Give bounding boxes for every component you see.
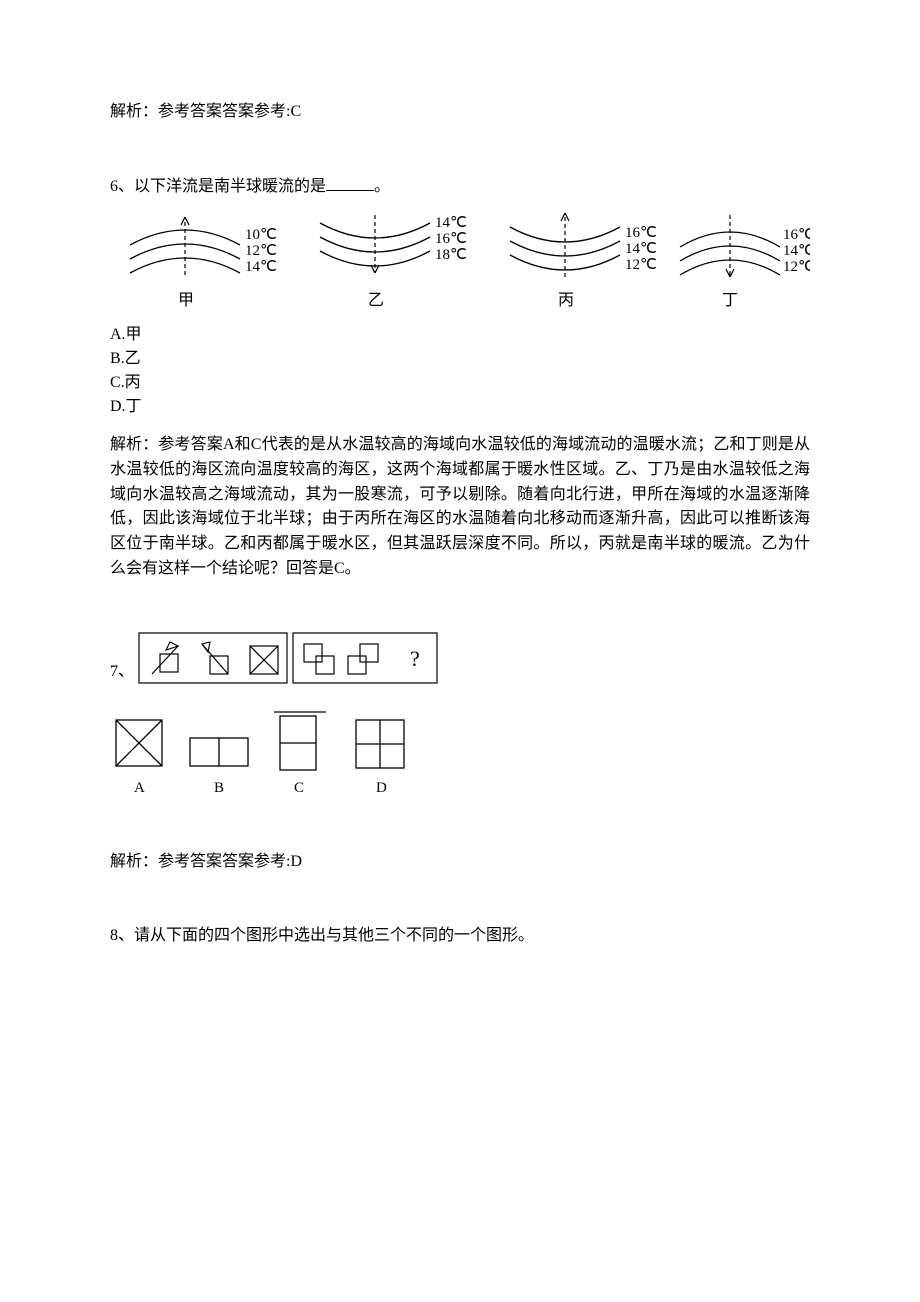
q6-opt-c: C.丙 [110,371,810,395]
q7-opt-b-fig: B [190,738,248,796]
q7-answer: 解析：参考答案答案参考:D [110,850,810,874]
q7-opt-c-fig: C [274,712,326,796]
q6-explain: 解析：参考答案A和C代表的是从水温较高的海域向水温较低的海域流动的温暖水流；乙和… [110,433,810,582]
q6-bing-t2: 14℃ [625,241,657,257]
q5-answer-text: 解析：参考答案答案参考:C [110,103,301,120]
q6-yi-t1: 14℃ [435,215,467,231]
q6-yi-label: 乙 [368,292,384,309]
q7-block: 7、 [110,632,810,874]
q7-opt-a-label: A [134,780,145,796]
q6-bing-t1: 16℃ [625,225,657,241]
q5-answer: 解析：参考答案答案参考:C [110,100,810,124]
q7-opt-d-label: D [376,780,387,796]
q6-yi: 14℃ 16℃ 18℃ 乙 [320,215,467,309]
q6-yi-t2: 16℃ [435,231,467,247]
q6-ding-label: 丁 [722,292,738,309]
q7-opt-c-label: C [294,780,304,796]
q6-bing-t3: 12℃ [625,257,657,273]
q6-jia-label: 甲 [178,292,194,309]
q6-stem: 6、以下洋流是南半球暖流的是 。 [110,174,810,199]
q7-opt-b-label: B [214,780,224,796]
q6-jia: 10℃ 12℃ 14℃ 甲 [130,217,277,309]
q6-jia-t2: 12℃ [245,243,277,259]
q6-yi-t3: 18℃ [435,247,467,263]
q6-ding-t1: 16℃ [783,227,810,243]
q7-qmark: ? [410,646,420,671]
q6-figure: 10℃ 12℃ 14℃ 甲 14℃ 16℃ 18℃ 乙 [110,207,810,317]
q6-options: A.甲 B.乙 C.丙 D.丁 [110,323,810,419]
q6-stem-suffix: 。 [374,178,390,195]
q6-jia-t3: 14℃ [245,259,277,275]
q6-blank [326,174,374,191]
q6-ding: 16℃ 14℃ 12℃ 丁 [680,215,810,309]
q8-block: 8、请从下面的四个图形中选出与其他三个不同的一个图形。 [110,924,810,948]
q6-ding-t3: 12℃ [783,259,810,275]
q6-opt-a: A.甲 [110,323,810,347]
q6-block: 6、以下洋流是南半球暖流的是 。 10℃ 12℃ 14℃ 甲 [110,174,810,582]
q6-ding-t2: 14℃ [783,243,810,259]
q8-stem: 8、请从下面的四个图形中选出与其他三个不同的一个图形。 [110,924,810,948]
q6-opt-b: B.乙 [110,347,810,371]
q7-answer-text: 解析：参考答案答案参考:D [110,853,302,870]
q7-stem-row: 7、 [110,632,810,684]
q6-stem-prefix: 6、以下洋流是南半球暖流的是 [110,178,326,195]
q7-options-svg: A B C [110,710,430,810]
q6-jia-t1: 10℃ [245,227,277,243]
q7-number: 7、 [110,660,134,684]
q7-options-row: A B C [110,710,810,810]
q6-bing: 16℃ 14℃ 12℃ 丙 [510,213,657,309]
q6-bing-label: 丙 [558,292,574,309]
q7-series-svg: ? [138,632,438,684]
q7-opt-a-fig: A [116,720,162,796]
q7-opt-d-fig: D [356,720,404,796]
q6-svg: 10℃ 12℃ 14℃ 甲 14℃ 16℃ 18℃ 乙 [110,207,810,317]
q6-opt-d: D.丁 [110,395,810,419]
